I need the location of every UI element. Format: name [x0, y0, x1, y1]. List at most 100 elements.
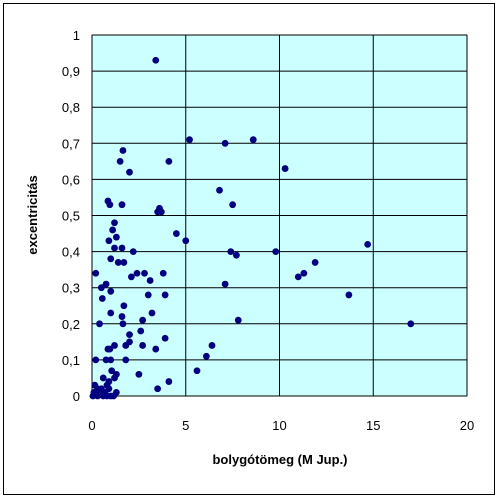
- data-point: [96, 320, 103, 328]
- data-point: [281, 165, 289, 172]
- data-point: [126, 168, 133, 176]
- data-point: [119, 147, 127, 154]
- gridlines: [91, 34, 468, 397]
- data-point: [106, 345, 114, 353]
- data-point: [118, 313, 126, 320]
- data-point: [97, 284, 105, 292]
- data-point: [182, 237, 190, 245]
- data-point: [127, 273, 135, 281]
- data-point: [216, 186, 223, 194]
- data-point: [109, 226, 117, 234]
- data-point: [272, 248, 280, 256]
- y-tick-label: 0,6: [62, 172, 80, 187]
- x-tick-label: 15: [366, 418, 380, 433]
- data-point: [98, 295, 106, 302]
- data-point: [364, 240, 372, 248]
- data-point: [120, 302, 128, 310]
- data-point: [161, 334, 169, 342]
- data-point: [114, 259, 122, 266]
- data-point: [144, 291, 152, 299]
- data-point: [111, 342, 118, 349]
- data-point: [126, 331, 133, 339]
- y-tick-label: 0,5: [62, 209, 80, 224]
- y-tick-label: 0,1: [62, 353, 80, 368]
- x-tick-label: 0: [88, 418, 95, 433]
- data-point: [161, 291, 169, 299]
- x-tick-label: 10: [272, 418, 286, 433]
- data-point: [249, 136, 257, 144]
- data-point: [91, 381, 99, 389]
- data-point: [157, 208, 165, 216]
- data-point: [139, 316, 147, 324]
- data-point: [133, 269, 141, 277]
- data-point: [407, 320, 415, 328]
- data-point: [135, 370, 143, 378]
- y-tick-label: 0,3: [62, 281, 80, 296]
- data-point: [227, 248, 235, 256]
- data-point: [146, 277, 154, 284]
- data-point: [107, 356, 115, 364]
- y-tick-label: 1: [73, 28, 80, 43]
- data-point: [152, 56, 160, 64]
- data-point: [119, 320, 127, 328]
- data-point: [154, 385, 162, 393]
- data-point: [165, 378, 173, 385]
- data-point: [107, 309, 115, 317]
- data-point: [159, 269, 167, 277]
- x-tick-label: 5: [182, 418, 189, 433]
- data-point: [122, 342, 130, 349]
- data-points: [89, 56, 415, 400]
- y-tick-label: 0: [73, 389, 80, 404]
- y-tick-label: 0,4: [62, 245, 80, 260]
- data-point: [186, 136, 193, 144]
- data-point: [165, 157, 173, 165]
- data-point: [93, 390, 101, 398]
- data-point: [118, 201, 126, 209]
- data-point: [120, 259, 128, 266]
- data-point: [152, 345, 160, 353]
- data-point: [99, 374, 107, 382]
- x-tick-label: 20: [460, 418, 474, 433]
- y-axis-title: excentricitás: [25, 175, 40, 255]
- data-point: [102, 356, 110, 364]
- data-point: [108, 367, 116, 375]
- data-point: [107, 255, 115, 263]
- data-point: [141, 269, 148, 277]
- data-point: [234, 316, 242, 324]
- data-point: [148, 309, 156, 317]
- data-point: [102, 280, 110, 288]
- data-point: [107, 287, 115, 295]
- data-point: [106, 201, 114, 209]
- data-point: [294, 273, 302, 281]
- data-point: [311, 259, 319, 266]
- tick-labels: 0 5 10 15 20 0 0,1 0,2 0,3 0,4 0,5 0,6 0,7 0,8 0,9 1: [62, 28, 474, 433]
- data-point: [345, 291, 353, 299]
- y-tick-label: 0,8: [62, 100, 80, 115]
- x-axis-title: bolygótömeg (M Jup.): [212, 452, 347, 467]
- data-point: [229, 201, 237, 209]
- data-point: [139, 342, 147, 349]
- data-point: [111, 219, 118, 227]
- data-point: [111, 244, 118, 252]
- data-point: [112, 233, 120, 241]
- data-point: [208, 342, 216, 349]
- data-point: [232, 251, 240, 259]
- data-point: [105, 385, 113, 393]
- data-point: [202, 352, 210, 360]
- data-point: [172, 230, 180, 237]
- data-point: [111, 374, 118, 382]
- data-point: [122, 356, 130, 364]
- data-point: [129, 248, 137, 256]
- data-point: [118, 244, 126, 252]
- data-point: [193, 367, 201, 375]
- y-tick-label: 0,9: [62, 64, 80, 79]
- data-point: [105, 237, 113, 245]
- data-point: [221, 139, 229, 147]
- data-point: [92, 269, 100, 277]
- data-point: [300, 269, 308, 277]
- data-point: [92, 356, 100, 364]
- data-point: [137, 327, 145, 335]
- y-tick-label: 0,7: [62, 136, 80, 151]
- y-tick-label: 0,2: [62, 317, 80, 332]
